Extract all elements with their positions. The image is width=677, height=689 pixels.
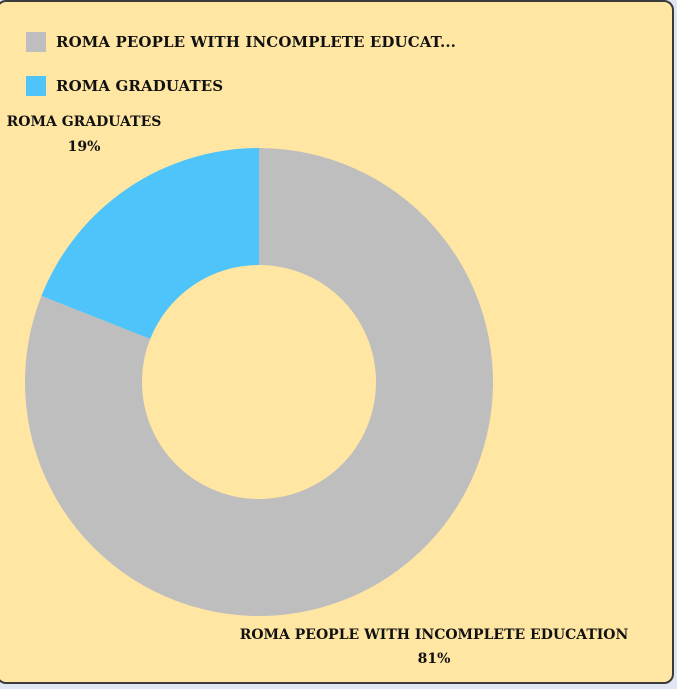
legend-item-incomplete-education[interactable]: ROMA PEOPLE WITH INCOMPLETE EDUCAT...	[26, 28, 456, 56]
slice-value-label-roma-people-with-incomplete-education: 81%	[418, 651, 451, 667]
legend-item-graduates[interactable]: ROMA GRADUATES	[26, 72, 456, 100]
slice-value-label-roma-graduates: 19%	[68, 139, 101, 155]
legend-label-graduates: ROMA GRADUATES	[56, 77, 224, 95]
slice-roma-people-with-incomplete-education[interactable]	[24, 148, 493, 616]
legend-swatch-graduates	[26, 76, 46, 96]
legend-label-incomplete-education: ROMA PEOPLE WITH INCOMPLETE EDUCAT...	[56, 33, 456, 51]
slice-name-label-roma-people-with-incomplete-education: ROMA PEOPLE WITH INCOMPLETE EDUCATION	[240, 627, 629, 643]
slice-roma-graduates[interactable]	[41, 148, 260, 339]
slice-name-label-roma-graduates: ROMA GRADUATES	[7, 114, 162, 130]
chart-legend: ROMA PEOPLE WITH INCOMPLETE EDUCAT... RO…	[26, 28, 456, 116]
legend-swatch-incomplete-education	[26, 32, 46, 52]
